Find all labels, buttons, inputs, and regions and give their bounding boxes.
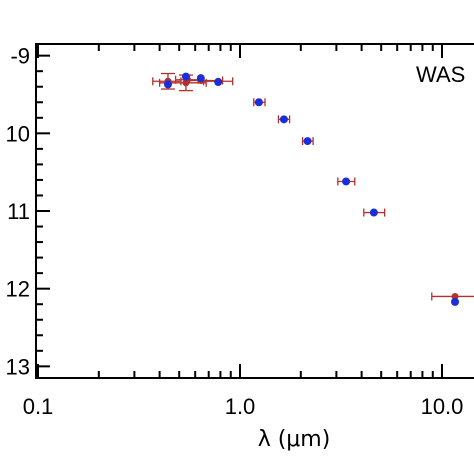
x-axis-label: λ (μm): [258, 427, 331, 452]
x-tick-label: 0.1: [23, 394, 54, 419]
model-point: [279, 115, 288, 124]
x-tick-label: 10.0: [421, 394, 464, 419]
y-tick-label: -9: [10, 44, 30, 69]
y-tick-label: 11: [7, 199, 30, 224]
y-tick-label: 13: [6, 354, 30, 379]
model-point: [196, 74, 205, 83]
observed-point: [451, 292, 459, 300]
plot-frame: [35, 43, 474, 379]
model-point: [254, 98, 263, 107]
model-point: [303, 137, 312, 146]
model-point: [451, 297, 460, 306]
error-bars: [152, 72, 474, 301]
chart-annotation: WAS: [416, 62, 465, 87]
model-point: [342, 177, 351, 186]
model-point: [369, 208, 378, 217]
axis-ticks: [36, 44, 443, 378]
model-point: [163, 80, 172, 89]
data-points: [163, 72, 460, 306]
tick-labels: 0.1 1.0 10.0 -9 10 11 12 13: [6, 44, 464, 419]
x-tick-label: 1.0: [225, 394, 256, 419]
y-tick-label: 12: [6, 277, 30, 302]
model-point: [214, 78, 223, 87]
model-point: [181, 72, 190, 81]
y-tick-label: 10: [6, 121, 30, 146]
